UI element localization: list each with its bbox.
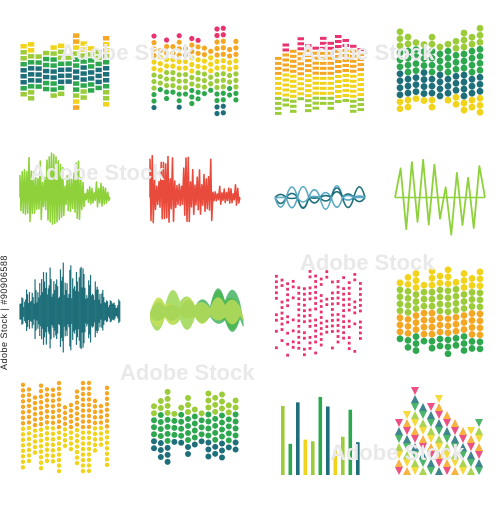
equalizer-orange-dots-icon (20, 380, 110, 474)
waveform-dense-teal-icon (19, 262, 121, 353)
equalizer-bars-icon-1 (20, 33, 110, 110)
equalizer-hex-yellow-icon (396, 266, 484, 358)
watermark-id-text: Adobe Stock | #90906588 (0, 250, 12, 490)
equalizer-pink-dots-icon (275, 270, 362, 357)
equalizer-stripes-icon (275, 34, 364, 115)
equalizer-dots-icon-1 (151, 25, 239, 117)
equalizer-thin-bars-icon (281, 396, 360, 475)
waveform-lines-green-icon (19, 152, 111, 225)
waveform-zigzag-green-icon (394, 158, 486, 236)
equalizer-hex-teal-icon (151, 388, 239, 465)
equalizer-hex-icon-1 (396, 24, 484, 116)
watermark-id-label: Adobe Stock | #90906588 (0, 255, 9, 370)
equalizer-triangles-icon (395, 387, 483, 475)
waveform-blobs-green-icon (150, 288, 244, 332)
waveform-curves-teal-icon (274, 184, 366, 210)
waveform-lines-red-icon (149, 154, 241, 224)
